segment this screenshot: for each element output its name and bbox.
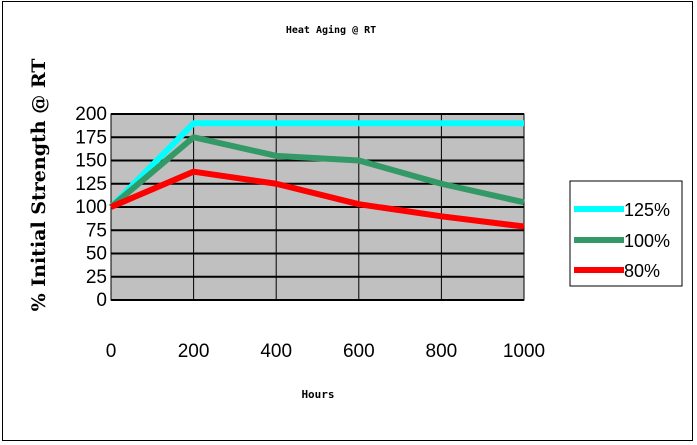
chart-title: Heat Aging @ RT xyxy=(286,24,376,36)
y-tick-label: 50 xyxy=(86,244,107,265)
series-line xyxy=(109,168,525,230)
y-tick-label: 175 xyxy=(75,127,107,148)
y-tick-label: 100 xyxy=(75,197,107,218)
y-tick-label: 125 xyxy=(75,174,107,195)
legend-label: 100% xyxy=(624,231,670,251)
legend-label: 80% xyxy=(624,261,660,281)
x-axis-label: Hours xyxy=(301,388,334,401)
y-tick-label: 0 xyxy=(96,290,107,311)
y-tick-label: 25 xyxy=(86,267,107,288)
x-tick-label: 200 xyxy=(178,341,210,362)
y-tick-label: 200 xyxy=(75,104,107,125)
y-tick-label: 75 xyxy=(86,220,107,241)
x-tick-label: 800 xyxy=(426,341,458,362)
x-tick-label: 0 xyxy=(106,341,117,362)
x-tick-label: 600 xyxy=(343,341,375,362)
x-tick-label: 1000 xyxy=(503,341,545,362)
series-lines xyxy=(108,120,525,230)
y-axis-label: % Initial Strength @ RT xyxy=(28,59,50,312)
series-line xyxy=(109,134,525,210)
legend: 125% 100% 80% xyxy=(569,180,683,287)
series-line xyxy=(108,120,524,210)
x-tick-label: 400 xyxy=(260,341,292,362)
y-tick-label: 150 xyxy=(75,151,107,172)
legend-label: 125% xyxy=(624,200,670,220)
